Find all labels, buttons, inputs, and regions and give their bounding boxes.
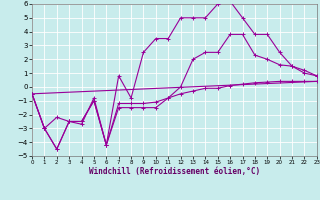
X-axis label: Windchill (Refroidissement éolien,°C): Windchill (Refroidissement éolien,°C) [89, 167, 260, 176]
